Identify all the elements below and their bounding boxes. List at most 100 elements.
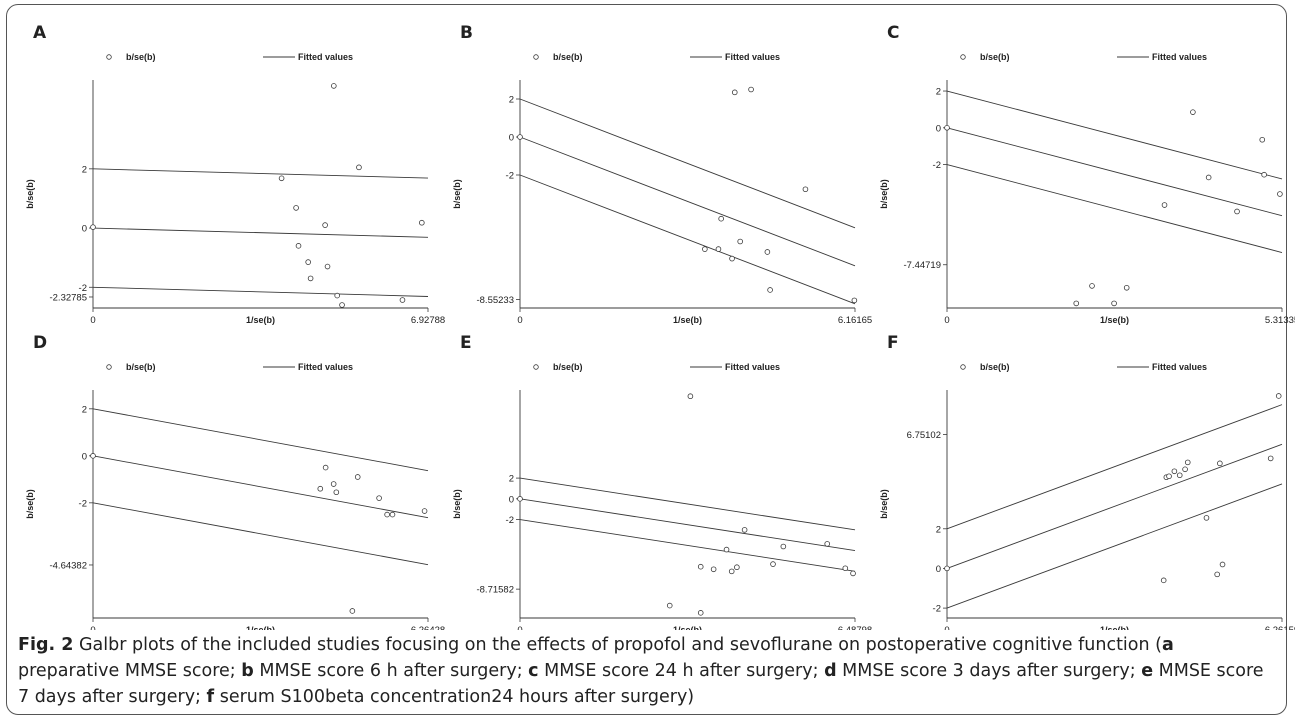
data-point [1176,472,1183,479]
data-point [356,164,362,171]
data-point [331,83,337,89]
legend-marker-label: b/se(b) [553,362,583,372]
legend-marker-icon [960,364,966,370]
data-point [697,563,704,570]
caption-letter-d: d [824,661,837,681]
y-tick-label: -8.71582 [476,585,514,596]
y-tick-label: 2 [509,474,514,485]
data-point [824,541,831,547]
y-tick-label: 0 [82,224,87,235]
y-tick-label: -2.32785 [49,292,87,303]
fitted-line [946,127,1283,217]
data-point [389,511,396,518]
y-tick-label: -2 [79,498,87,509]
panel-c: Cb/se(b) Fitted values 2 0 -2 -7.44719 0 5.3133… [879,23,1295,326]
data-point [687,393,694,400]
y-tick-label: 0 [936,123,941,134]
caption-text-d: MMSE score 3 days after surgery; [836,661,1142,681]
panel-letter: B [460,23,473,43]
legend-marker-icon [106,364,112,370]
data-point [764,249,771,255]
caption-letter-c: c [528,661,539,681]
confidence-band-line [92,286,429,297]
x-tick-label: 0 [517,315,522,326]
data-point [293,205,299,211]
data-point [741,527,748,533]
confidence-band-line [946,90,1283,180]
y-tick-label: 2 [509,95,514,106]
x-tick-label: 6.92788 [411,315,445,326]
caption-text-a: preparative MMSE score; [18,661,242,681]
x-tick-label: 0 [90,315,95,326]
y-tick-label: -2 [933,604,941,615]
data-point [324,263,331,270]
data-point [728,568,735,575]
data-point [1275,393,1282,399]
data-point [1161,202,1168,208]
data-point [90,453,96,459]
data-point [517,134,523,140]
data-point [1190,109,1196,115]
y-axis-title: b/se(b) [879,179,889,209]
legend-line-label: Fitted values [1152,52,1207,62]
y-tick-label: -7.44719 [903,260,941,271]
data-point [702,246,708,252]
caption-text-b: MMSE score 6 h after surgery; [253,661,529,681]
caption-text-f: serum S100beta concentration24 hours aft… [214,687,695,707]
data-point [1184,459,1191,466]
data-point [731,89,738,96]
data-point [1166,473,1172,480]
data-point [802,186,809,193]
fitted-line [92,227,429,238]
panel-a: Ab/se(b) Fitted values 2 0 -2-2.32785 0 6.9278… [25,23,445,326]
data-point [1259,136,1266,143]
data-point [737,238,743,245]
data-point [850,570,856,577]
data-point [851,297,858,304]
legend-marker-label: b/se(b) [980,362,1010,372]
data-point [322,222,328,228]
data-point [718,215,724,222]
y-tick-label: 0 [936,564,941,575]
legend-marker-icon [533,364,539,370]
confidence-band-line [92,168,429,179]
legend-line-label: Fitted values [1152,362,1207,372]
x-axis-title: 1/se(b) [246,625,275,630]
confidence-band-line [946,404,1283,530]
data-point [305,259,311,265]
data-point [339,302,345,308]
confidence-band-line [946,164,1283,253]
data-point [729,255,735,262]
y-tick-label: 2 [936,524,941,535]
y-tick-label: -2 [506,171,514,182]
y-axis-title: b/se(b) [879,489,889,519]
legend-marker-icon [533,54,539,60]
confidence-band-line [92,502,429,566]
x-axis-title: 1/se(b) [673,625,702,630]
galbraith-plots: Ab/se(b) Fitted values 2 0 -2 -2.32785 0 6.9278… [25,23,1295,630]
y-tick-label: 2 [82,404,87,415]
x-tick-label: 0 [517,625,522,630]
legend-line-label: Fitted values [298,362,353,372]
y-tick-label: 0 [82,451,87,462]
data-point [1267,455,1274,462]
panel-d: Db/se(b) Fitted values 2 0 -2 -4.64382 0 6.2642… [25,333,445,630]
data-point [1123,284,1130,291]
data-point [322,464,329,471]
data-point [1234,208,1240,215]
y-tick-label: 0 [509,133,514,144]
data-point [1203,515,1210,521]
legend-marker-label: b/se(b) [553,52,583,62]
confidence-band-line [519,477,856,531]
caption-text-c: MMSE score 24 h after surgery; [538,661,825,681]
data-point [307,275,314,282]
caption-letter-f: f [206,687,215,707]
legend-marker-label: b/se(b) [126,362,156,372]
x-axis-title: 1/se(b) [1100,315,1129,325]
data-point [715,246,722,252]
caption-letter-a: a [1162,635,1174,655]
panel-letter: F [887,333,899,353]
data-point [1182,466,1188,473]
data-point [354,474,361,480]
panel-letter: A [33,23,47,43]
